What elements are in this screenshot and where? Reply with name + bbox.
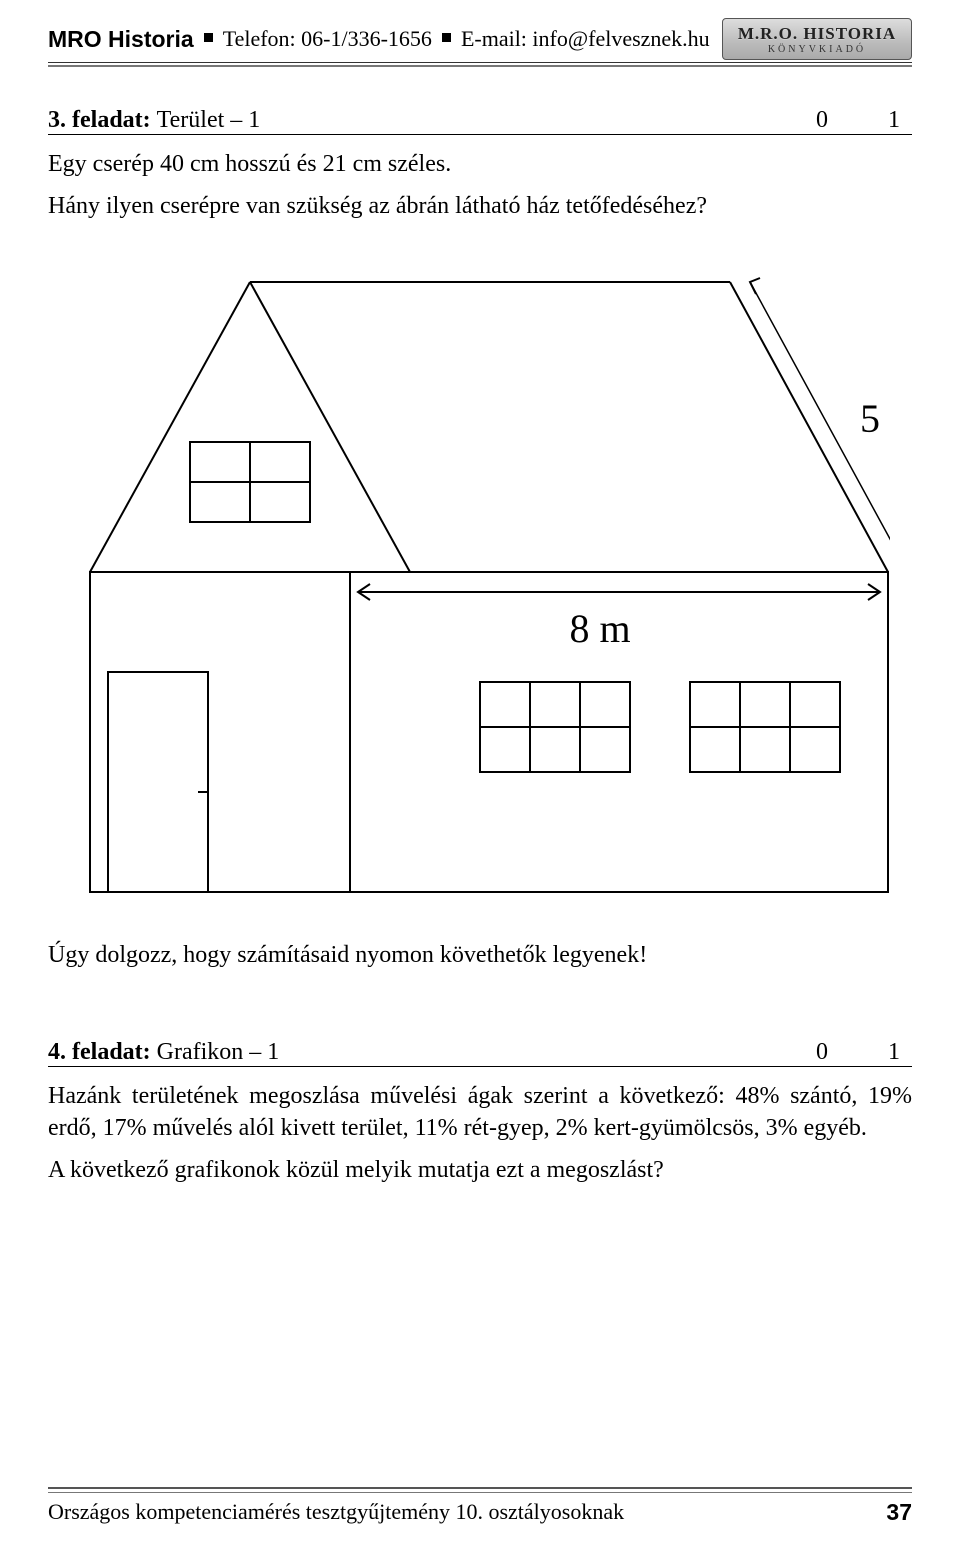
window-right	[690, 682, 840, 772]
door	[108, 672, 208, 892]
label-5m: 5 m	[860, 396, 890, 441]
task4-question: A következő grafikonok közül melyik muta…	[48, 1155, 912, 1187]
task3-score-1: 1	[888, 107, 900, 134]
window-left	[480, 682, 630, 772]
task4-header: 4. feladat: Grafikon – 1 0 1	[48, 1039, 912, 1067]
task3-note: Úgy dolgozz, hogy számításaid nyomon köv…	[48, 942, 912, 969]
separator-icon	[442, 33, 451, 42]
footer-page-number: 37	[886, 1499, 912, 1526]
footer-text: Országos kompetenciamérés tesztgyűjtemén…	[48, 1499, 624, 1526]
task3-header: 3. feladat: Terület – 1 0 1	[48, 107, 912, 135]
page-header: MRO Historia Telefon: 06-1/336-1656 E-ma…	[48, 18, 912, 63]
task4-para: Hazánk területének megoszlása művelési á…	[48, 1081, 912, 1144]
task4-score-1: 1	[888, 1039, 900, 1066]
task3-label: 3. feladat:	[48, 107, 151, 134]
task4-score-0: 0	[816, 1039, 828, 1066]
task4-label: 4. feladat:	[48, 1039, 151, 1066]
task3-score-0: 0	[816, 107, 828, 134]
email-label: E-mail: info@felvesznek.hu	[461, 26, 710, 52]
house-body-left	[90, 572, 350, 892]
task3-title: Terület – 1	[157, 107, 261, 134]
brand: MRO Historia	[48, 26, 194, 53]
publisher-logo: M.R.O. HISTORIA KÖNYVKIADÓ	[722, 18, 912, 60]
logo-main: M.R.O. HISTORIA	[738, 24, 896, 44]
roof-right-front	[250, 282, 410, 572]
separator-icon	[204, 33, 213, 42]
task4-title: Grafikon – 1	[157, 1039, 280, 1066]
phone-label: Telefon: 06-1/336-1656	[223, 26, 432, 52]
header-rule	[48, 65, 912, 67]
label-8m: 8 m	[569, 606, 630, 651]
roof-left-front	[90, 282, 250, 572]
attic-window	[190, 442, 310, 522]
task3-line1: Egy cserép 40 cm hosszú és 21 cm széles.	[48, 149, 912, 181]
dim-8m	[358, 584, 880, 600]
logo-sub: KÖNYVKIADÓ	[768, 44, 866, 55]
house-svg: 8 m 5 m	[70, 262, 890, 902]
task3-line2: Hány ilyen cserépre van szükség az ábrán…	[48, 191, 912, 223]
house-figure: 8 m 5 m	[48, 262, 912, 902]
header-left: MRO Historia Telefon: 06-1/336-1656 E-ma…	[48, 26, 710, 53]
page-footer: Országos kompetenciamérés tesztgyűjtemén…	[48, 1487, 912, 1527]
